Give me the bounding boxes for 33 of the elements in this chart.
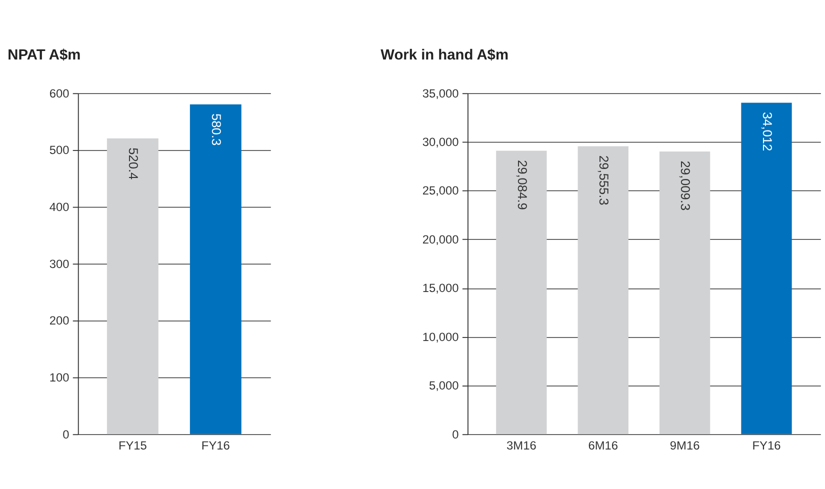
x-tick-label: 6M16 [588,438,618,452]
y-tick-label: 500 [49,143,70,158]
y-tick-label: 200 [49,314,70,328]
y-tick-label: 35,000 [422,86,460,100]
y-tick-label: 300 [49,256,70,271]
chart-title: Work in hand A$m [380,47,508,64]
bar [659,152,710,434]
data-label: 520.4 [126,148,142,180]
x-tick-label: FY15 [118,438,148,452]
y-tick-label: 0 [62,427,70,442]
data-label: 580.3 [208,114,224,146]
x-tick-label: FY16 [752,438,782,452]
x-tick-label: 3M16 [506,438,537,452]
bar [578,146,628,434]
chart-title: NPAT A$m [8,47,81,64]
bar [496,150,547,434]
y-tick-label: 100 [49,370,70,384]
y-tick-label: 20,000 [422,232,460,246]
y-tick-label: 400 [49,200,70,214]
y-tick-label: 5,000 [428,378,460,393]
data-label: 29,084.9 [514,160,530,210]
x-tick-label: FY16 [201,438,230,452]
x-tick-label: 9M16 [670,438,700,452]
bar [741,102,792,434]
data-label: 29,555.3 [596,155,612,206]
y-tick-label: 600 [49,86,70,100]
y-tick-label: 30,000 [422,135,460,150]
y-tick-label: 10,000 [422,330,460,344]
y-tick-label: 25,000 [422,184,460,198]
data-label: 29,009.3 [678,160,694,211]
y-tick-label: 0 [452,427,460,442]
y-tick-label: 15,000 [422,281,460,296]
data-label: 34,012 [760,112,775,152]
